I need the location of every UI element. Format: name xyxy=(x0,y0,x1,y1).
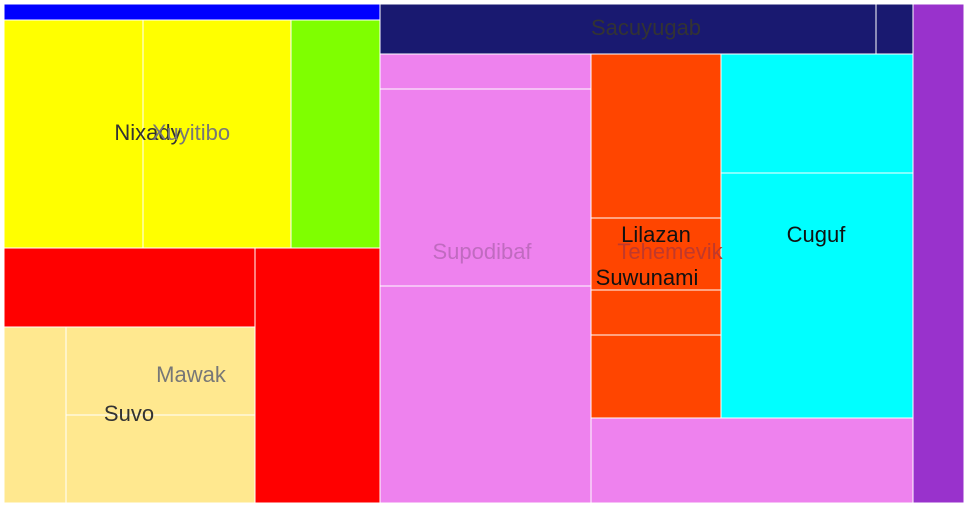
treemap-cell-17 xyxy=(590,334,722,419)
treemap-cell-5 xyxy=(254,247,381,504)
treemap-label-mawak: Mawak xyxy=(156,362,227,387)
treemap-cell-11 xyxy=(379,53,592,90)
treemap-cell-18 xyxy=(720,53,914,174)
treemap-label-lilazan: Lilazan xyxy=(621,222,691,247)
treemap-cell-mawak xyxy=(65,326,256,416)
treemap-label-xuyitibo: Xuyitibo xyxy=(152,120,230,145)
treemap-label-supodibaf: Supodibaf xyxy=(432,239,532,264)
treemap-label-sacuyugab: Sacuyugab xyxy=(591,15,701,40)
treemap-label-suvo: Suvo xyxy=(104,401,154,426)
treemap-cell-20 xyxy=(590,417,914,504)
treemap-cell-supodibaf xyxy=(379,88,592,287)
treemap-cell-sacuyugab xyxy=(379,3,877,55)
treemap-cell-tehemevik xyxy=(590,217,722,291)
treemap-cell-21 xyxy=(912,3,965,504)
treemap-cell-3 xyxy=(290,19,381,249)
treemap-cell-suvo xyxy=(65,414,256,504)
treemap-cell-6 xyxy=(3,326,67,504)
treemap-cell-nixady xyxy=(3,19,144,249)
treemap-cell-suwunami xyxy=(590,289,722,336)
treemap-cell-4 xyxy=(3,247,256,328)
treemap-cell-cuguf xyxy=(720,172,914,419)
treemap-cell-13 xyxy=(379,285,592,504)
treemap-label-tehemevik: Tehemevik xyxy=(617,239,723,264)
treemap-cell-10 xyxy=(875,3,914,55)
treemap-cell-xuyitibo xyxy=(142,19,292,249)
treemap-label-suwunami: Suwunami xyxy=(596,265,699,290)
treemap-label-nixady: Nixady xyxy=(114,120,181,145)
treemap-cell-lilazan xyxy=(590,53,722,219)
treemap-cell-0 xyxy=(3,3,381,21)
treemap-label-cuguf: Cuguf xyxy=(787,222,847,247)
